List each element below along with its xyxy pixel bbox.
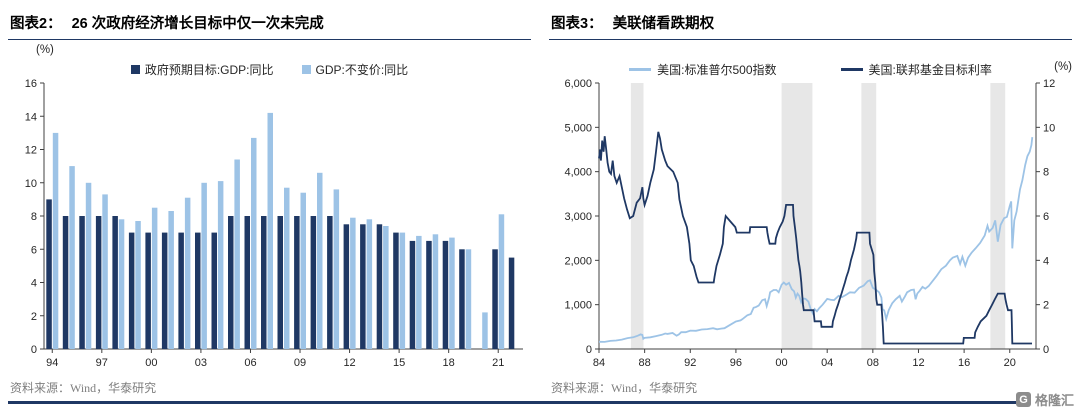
svg-text:6,000: 6,000 xyxy=(564,78,592,90)
svg-text:94: 94 xyxy=(46,357,58,369)
svg-text:04: 04 xyxy=(821,357,833,369)
sp500-legend-label: 美国:标准普尔500指数 xyxy=(657,62,777,77)
svg-text:0: 0 xyxy=(586,344,592,356)
svg-text:16: 16 xyxy=(958,357,970,369)
figure3-panel: 图表3： 美联储看跌期权 美国:标准普尔500指数 美国:联邦基金目标利率 (%… xyxy=(549,10,1072,396)
gelonghui-logo: G 格隆汇 xyxy=(1015,390,1074,409)
svg-text:1,000: 1,000 xyxy=(564,300,592,312)
sp500-line-swatch-icon xyxy=(629,67,652,71)
svg-text:92: 92 xyxy=(684,357,696,369)
svg-text:00: 00 xyxy=(145,357,157,369)
figure2-y-axis-unit: (%) xyxy=(36,44,54,56)
line-series-0 xyxy=(598,136,1034,343)
figure3-legend: 美国:标准普尔500指数 美国:联邦基金目标利率 (%) xyxy=(549,60,1072,78)
svg-text:4: 4 xyxy=(31,278,37,290)
gdp-actual-legend-label: GDP:不变价:同比 xyxy=(315,62,409,77)
svg-text:12: 12 xyxy=(25,145,37,157)
svg-text:12: 12 xyxy=(1043,78,1055,90)
svg-text:03: 03 xyxy=(195,357,207,369)
svg-text:10: 10 xyxy=(25,178,37,190)
svg-text:84: 84 xyxy=(593,357,605,369)
line-chart-axes: 0 1,000 2,000 3,000 4,000 5,000 6,000 0 2 4 6 8 10 12… xyxy=(564,78,1055,369)
sp500-fed-funds-line-chart: 0 1,000 2,000 3,000 4,000 5,000 6,000 0 2 4 6 8 10 12… xyxy=(564,78,1055,369)
bar-series-0 xyxy=(46,199,515,350)
gdp-target-legend-label: 政府预期目标:GDP:同比 xyxy=(144,62,274,77)
gdp-target-swatch-icon xyxy=(130,64,140,74)
svg-text:8: 8 xyxy=(31,211,37,223)
svg-text:6: 6 xyxy=(31,244,37,256)
svg-text:6: 6 xyxy=(1043,211,1049,223)
bottom-divider xyxy=(8,401,1022,404)
svg-text:4: 4 xyxy=(1043,255,1049,267)
gdp-target-vs-actual-bar-chart: 0 2 4 6 8 10 12 14 16 94 97 00 03 06 09 12 15 18 21 xyxy=(25,78,523,369)
svg-text:97: 97 xyxy=(96,357,108,369)
svg-text:14: 14 xyxy=(25,111,37,123)
recession-bands xyxy=(630,83,1006,349)
legend-item-sp500: 美国:标准普尔500指数 xyxy=(629,61,777,78)
svg-text:12: 12 xyxy=(912,357,924,369)
figure3-header: 图表3： 美联储看跌期权 xyxy=(549,10,1072,40)
svg-text:10: 10 xyxy=(1043,122,1055,134)
bar-chart-axes: 0 2 4 6 8 10 12 14 16 94 97 00 03 06 09 12 15 18 21 xyxy=(25,78,523,369)
legend-item-gdp-target: 政府预期目标:GDP:同比 xyxy=(130,61,274,78)
bar-series-1 xyxy=(52,112,505,350)
figure3-source: 资料来源：Wind，华泰研究 xyxy=(551,381,698,395)
gelonghui-logo-text: 格隆汇 xyxy=(1034,393,1074,408)
figure3-title: 美联储看跌期权 xyxy=(612,16,715,32)
figure2-title: 26 次政府经济增长目标中仅一次未完成 xyxy=(71,16,324,32)
svg-text:2: 2 xyxy=(31,311,37,323)
svg-text:16: 16 xyxy=(25,78,37,90)
svg-text:15: 15 xyxy=(393,357,405,369)
line-series-1 xyxy=(598,131,1032,345)
svg-text:3,000: 3,000 xyxy=(564,211,592,223)
figure2-header: 图表2： 26 次政府经济增长目标中仅一次未完成 xyxy=(8,10,531,40)
figure2-panel: 图表2： 26 次政府经济增长目标中仅一次未完成 (%) 政府预期目标:GDP:… xyxy=(8,10,531,396)
figure2-label: 图表2： xyxy=(10,16,62,32)
fed-funds-line-swatch-icon xyxy=(840,67,863,71)
svg-text:8: 8 xyxy=(1043,167,1049,179)
svg-text:0: 0 xyxy=(31,344,37,356)
svg-text:09: 09 xyxy=(294,357,306,369)
svg-text:20: 20 xyxy=(1004,357,1016,369)
figure3-label: 图表3： xyxy=(551,16,603,32)
legend-item-fed-funds: 美国:联邦基金目标利率 xyxy=(840,61,992,78)
svg-text:2: 2 xyxy=(1043,300,1049,312)
svg-text:00: 00 xyxy=(775,357,787,369)
figure3-right-axis-unit: (%) xyxy=(1054,61,1072,73)
svg-text:5,000: 5,000 xyxy=(564,122,592,134)
figures-row: 图表2： 26 次政府经济增长目标中仅一次未完成 (%) 政府预期目标:GDP:… xyxy=(8,10,1072,396)
svg-text:88: 88 xyxy=(639,357,651,369)
fed-funds-legend-label: 美国:联邦基金目标利率 xyxy=(868,62,992,77)
svg-text:08: 08 xyxy=(867,357,879,369)
svg-text:06: 06 xyxy=(244,357,256,369)
svg-text:12: 12 xyxy=(343,357,355,369)
gdp-actual-swatch-icon xyxy=(301,64,311,74)
svg-text:96: 96 xyxy=(730,357,742,369)
svg-text:4,000: 4,000 xyxy=(564,167,592,179)
svg-text:0: 0 xyxy=(1043,344,1049,356)
svg-text:21: 21 xyxy=(492,357,504,369)
svg-text:18: 18 xyxy=(443,357,455,369)
svg-text:2,000: 2,000 xyxy=(564,255,592,267)
legend-item-gdp-actual: GDP:不变价:同比 xyxy=(301,61,409,78)
gelonghui-logo-icon: G xyxy=(1015,392,1031,407)
figure2-source: 资料来源：Wind，华泰研究 xyxy=(10,381,157,395)
figure3-spacer xyxy=(549,44,1072,60)
figure2-legend: 政府预期目标:GDP:同比 GDP:不变价:同比 xyxy=(8,60,531,78)
